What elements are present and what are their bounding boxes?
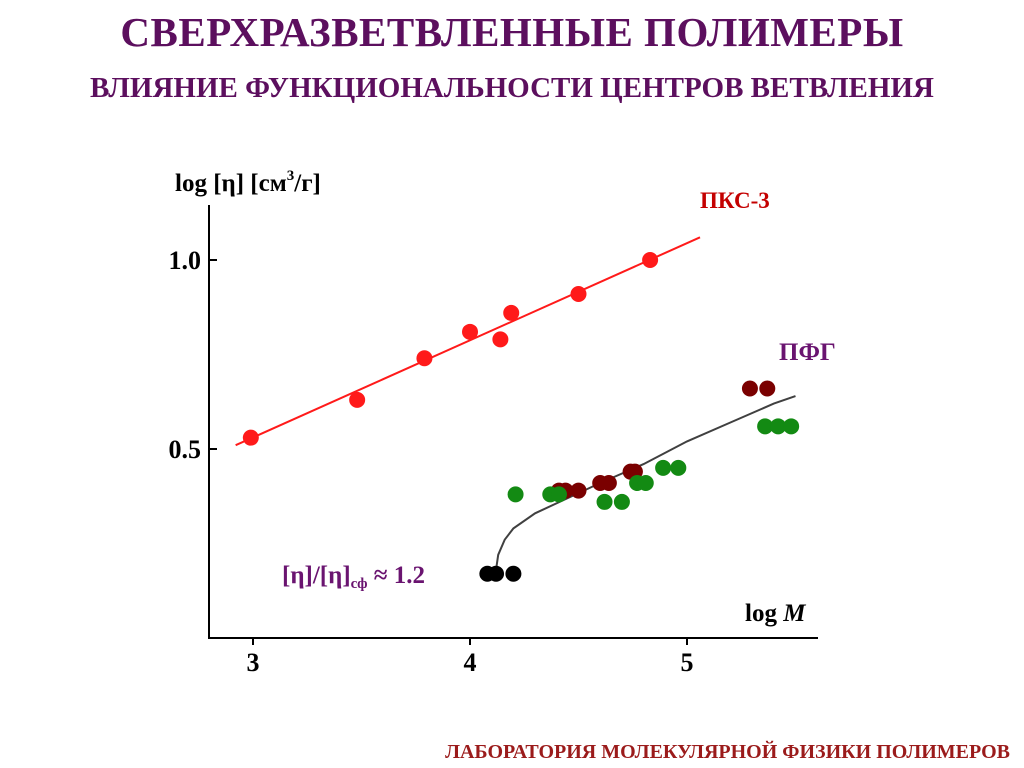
data-point-pfg-green: [655, 459, 672, 476]
data-point-pfg-green: [757, 418, 774, 435]
x-tick-label: 3: [247, 648, 260, 677]
data-point-pks3: [462, 323, 478, 340]
data-point-pfg-green: [596, 493, 613, 510]
data-point-pfg-green: [770, 418, 787, 435]
ratio-annotation: [η]/[η]сф ≈ 1.2: [282, 562, 425, 592]
data-point-pks3: [242, 429, 259, 446]
data-point-pks3: [503, 304, 520, 321]
data-point-pfg-dark: [741, 380, 758, 397]
x-tick-label: 5: [681, 648, 694, 677]
footer-lab-name: ЛАБОРАТОРИЯ МОЛЕКУЛЯРНОЙ ФИЗИКИ ПОЛИМЕРО…: [445, 741, 1010, 763]
data-point-pks3: [570, 286, 587, 303]
data-point-ratio: [505, 565, 522, 582]
data-point-pfg-dark: [600, 475, 617, 492]
data-point-pfg-green: [783, 418, 800, 435]
data-point-pfg-dark: [570, 482, 587, 499]
slide-subtitle: ВЛИЯНИЕ ФУНКЦИОНАЛЬНОСТИ ЦЕНТРОВ ВЕТВЛЕН…: [90, 72, 934, 104]
x-axis-label: log M: [745, 600, 806, 627]
data-point-pfg-green: [550, 486, 567, 503]
slide-title: СВЕРХРАЗВЕТВЛЕННЫЕ ПОЛИМЕРЫ: [120, 9, 904, 55]
data-point-pks3: [492, 331, 509, 348]
data-point-pfg-dark: [759, 380, 776, 397]
chart-ticks: 3 4 5 0.5 1.0: [169, 246, 694, 677]
y-tick-label: 0.5: [169, 435, 202, 464]
data-point-pfg-green: [507, 486, 524, 503]
x-tick-label: 4: [464, 648, 477, 677]
data-points: [242, 252, 800, 582]
series-label-pfg: ПФГ: [779, 339, 836, 366]
fit-line-pks3: [235, 236, 701, 447]
y-tick-label: 1.0: [169, 246, 202, 275]
fit-lines: [235, 236, 796, 571]
data-point-pks3: [642, 252, 659, 268]
data-point-ratio: [488, 565, 505, 582]
data-point-pfg-green: [670, 459, 687, 476]
data-point-pks3: [349, 391, 366, 408]
data-point-pks3: [416, 350, 433, 367]
chart-axes: [208, 205, 818, 639]
data-point-pfg-green: [637, 475, 654, 492]
y-axis-label: log [η] [см3/г]: [175, 168, 321, 197]
data-point-pfg-green: [613, 493, 630, 510]
series-label-pks3: ПКС-3: [700, 188, 770, 213]
